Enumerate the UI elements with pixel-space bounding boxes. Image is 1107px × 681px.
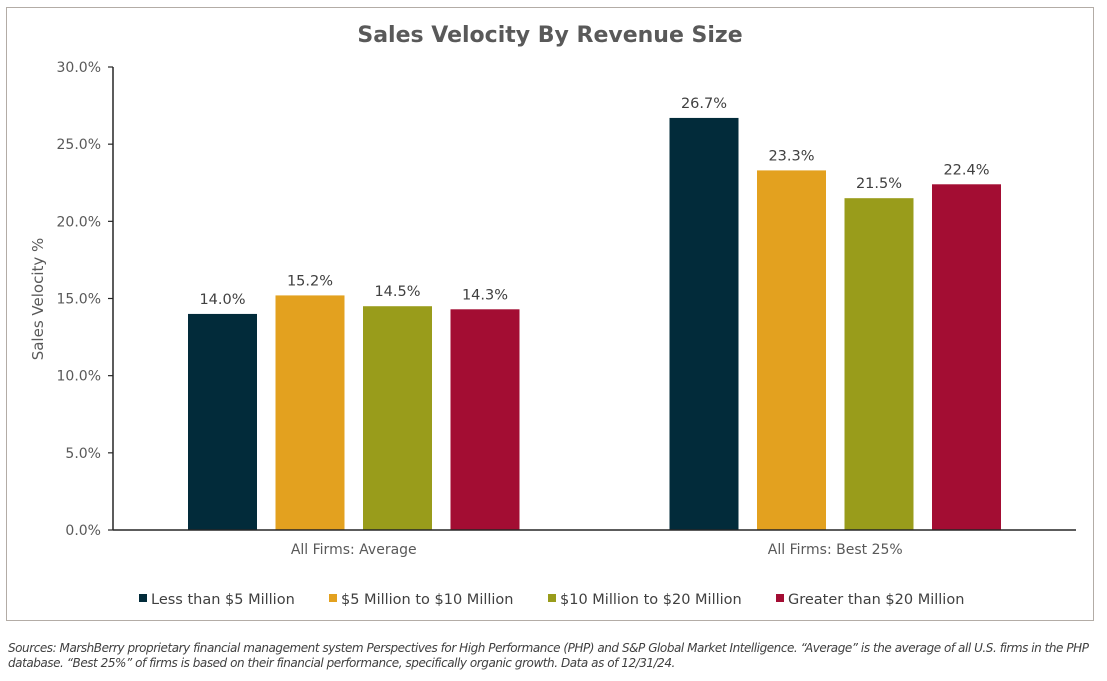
legend-label: Greater than $20 Million — [788, 592, 964, 608]
data-label: 22.4% — [943, 162, 989, 178]
category-labels: All Firms: Average All Firms: Best 25% — [291, 542, 903, 558]
bar — [932, 184, 1001, 530]
data-label: 14.0% — [199, 292, 245, 308]
legend-item: Less than $5 Million — [139, 592, 295, 608]
bar — [669, 117, 739, 531]
y-axis-title: Sales Velocity % — [29, 238, 47, 361]
legend-swatch — [548, 594, 556, 602]
legend-item: $5 Million to $10 Million — [329, 592, 514, 608]
y-tick-label: 0.0% — [65, 523, 101, 539]
bar — [757, 170, 826, 531]
data-label: 23.3% — [768, 148, 814, 164]
data-label: 21.5% — [856, 176, 902, 192]
legend-label: $5 Million to $10 Million — [341, 592, 514, 608]
x-category-label: All Firms: Average — [291, 542, 417, 558]
chart-title: Sales Velocity By Revenue Size — [357, 23, 742, 48]
bar — [188, 313, 257, 530]
data-labels: 14.0% 15.2% 14.5% 14.3% 26.7% 23.3% 21.5% 22.4% — [199, 96, 989, 308]
bar — [450, 309, 520, 530]
legend-item: Greater than $20 Million — [776, 592, 964, 608]
legend-swatch — [139, 594, 147, 602]
bar — [844, 198, 914, 530]
legend-item: $10 Million to $20 Million — [548, 592, 742, 608]
legend-swatch — [329, 594, 337, 602]
data-label: 15.2% — [287, 273, 333, 289]
y-tick-label: 15.0% — [57, 292, 101, 308]
y-tick-label: 10.0% — [57, 369, 101, 385]
bar — [275, 295, 345, 530]
bars — [188, 117, 1001, 531]
legend-label: Less than $5 Million — [151, 592, 295, 608]
bar — [363, 306, 432, 530]
y-tick-label: 5.0% — [65, 446, 101, 462]
y-tick-label: 30.0% — [57, 60, 101, 76]
legend: Less than $5 Million $5 Million to $10 Mi… — [139, 592, 964, 608]
data-label: 26.7% — [681, 96, 727, 112]
y-tick-label: 20.0% — [57, 214, 101, 230]
data-label: 14.5% — [374, 284, 420, 300]
x-category-label: All Firms: Best 25% — [768, 542, 903, 558]
legend-label: $10 Million to $20 Million — [560, 592, 742, 608]
data-label: 14.3% — [462, 287, 508, 303]
y-tick-label: 25.0% — [57, 137, 101, 153]
footnote: Sources: MarshBerry proprietary financia… — [8, 641, 1089, 670]
y-axis-ticks: 0.0% 5.0% 10.0% 15.0% 20.0% 25.0% 30.0% — [57, 60, 113, 539]
legend-swatch — [776, 594, 784, 602]
